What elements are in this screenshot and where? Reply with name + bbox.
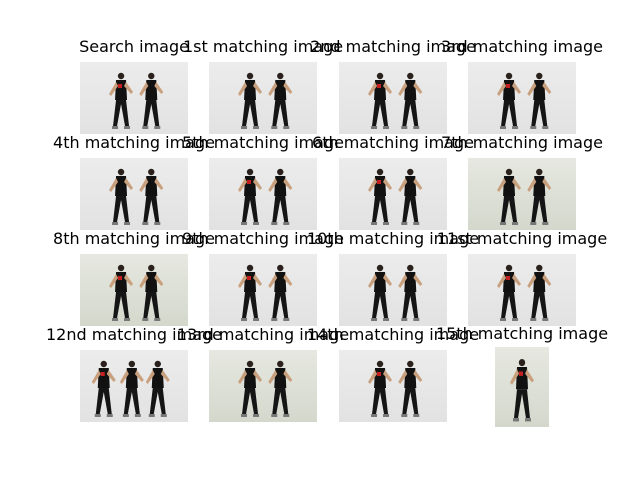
photo-3 — [497, 72, 552, 129]
panel-title: 6th matching image — [312, 133, 474, 152]
thumbnail-image — [339, 62, 447, 134]
matching-image-panel: 15th matching image — [436, 325, 640, 443]
matching-image-panel: 11st matching image — [437, 230, 628, 350]
photo-8 — [109, 264, 164, 321]
matching-image-panel: 12nd matching image — [46, 326, 240, 446]
photo-9 — [238, 264, 293, 321]
search-image-panel: Search image — [79, 38, 240, 158]
thumbnail-image — [80, 158, 188, 230]
photo-4 — [109, 168, 164, 225]
photo-7 — [497, 168, 552, 225]
photo-5 — [238, 168, 293, 225]
thumbnail-image — [468, 158, 576, 230]
photo-12 — [91, 360, 170, 417]
panel-title: 14th matching image — [306, 325, 480, 344]
thumbnail-image — [80, 62, 188, 134]
photo-2 — [368, 72, 423, 129]
matching-image-panel: 9th matching image — [182, 230, 369, 350]
matching-image-panel: 6th matching image — [312, 134, 499, 254]
panel-title: 2nd matching image — [310, 37, 476, 56]
matching-image-panel: 14th matching image — [307, 326, 499, 446]
matching-image-panel: 3rd matching image — [441, 38, 628, 158]
matching-image-panel: 1st matching image — [183, 38, 369, 158]
thumbnail-image — [209, 350, 317, 422]
panel-title: 1st matching image — [182, 37, 344, 56]
photo-11 — [497, 264, 552, 321]
panel-title: 3rd matching image — [441, 37, 603, 56]
thumbnail-image — [209, 254, 317, 326]
thumbnail-image — [495, 347, 549, 427]
matching-image-panel: 8th matching image — [53, 230, 240, 350]
matching-image-panel: 5th matching image — [182, 134, 369, 254]
photo-1 — [238, 72, 293, 129]
thumbnail-image — [339, 350, 447, 422]
matching-image-panel: 13rd matching image — [177, 326, 369, 446]
thumbnail-image — [468, 254, 576, 326]
matching-image-panel: 7th matching image — [441, 134, 628, 254]
photo-14 — [368, 360, 423, 417]
panel-title: 7th matching image — [441, 133, 603, 152]
thumbnail-image — [339, 254, 447, 326]
panel-title: 5th matching image — [182, 133, 344, 152]
thumbnail-image — [80, 254, 188, 326]
panel-title: 10th matching image — [306, 229, 480, 248]
thumbnail-image — [339, 158, 447, 230]
panel-title: 4th matching image — [53, 133, 215, 152]
panel-title: 13rd matching image — [176, 325, 350, 344]
photo-0 — [109, 72, 164, 129]
panel-title: Search image — [79, 37, 189, 56]
matching-image-panel: 2nd matching image — [310, 38, 499, 158]
panel-title: 12nd matching image — [46, 325, 223, 344]
panel-title: 8th matching image — [53, 229, 215, 248]
panel-title: 15th matching image — [435, 324, 609, 343]
matching-image-panel: 4th matching image — [53, 134, 240, 254]
thumbnail-image — [209, 62, 317, 134]
panel-title: 11st matching image — [436, 229, 608, 248]
photo-10 — [368, 264, 423, 321]
matching-image-panel: 10th matching image — [307, 230, 499, 350]
photo-6 — [368, 168, 423, 225]
photo-15 — [510, 359, 534, 422]
photo-13 — [238, 360, 293, 417]
panel-title: 9th matching image — [182, 229, 344, 248]
thumbnail-image — [468, 62, 576, 134]
thumbnail-image — [209, 158, 317, 230]
thumbnail-image — [80, 350, 188, 422]
